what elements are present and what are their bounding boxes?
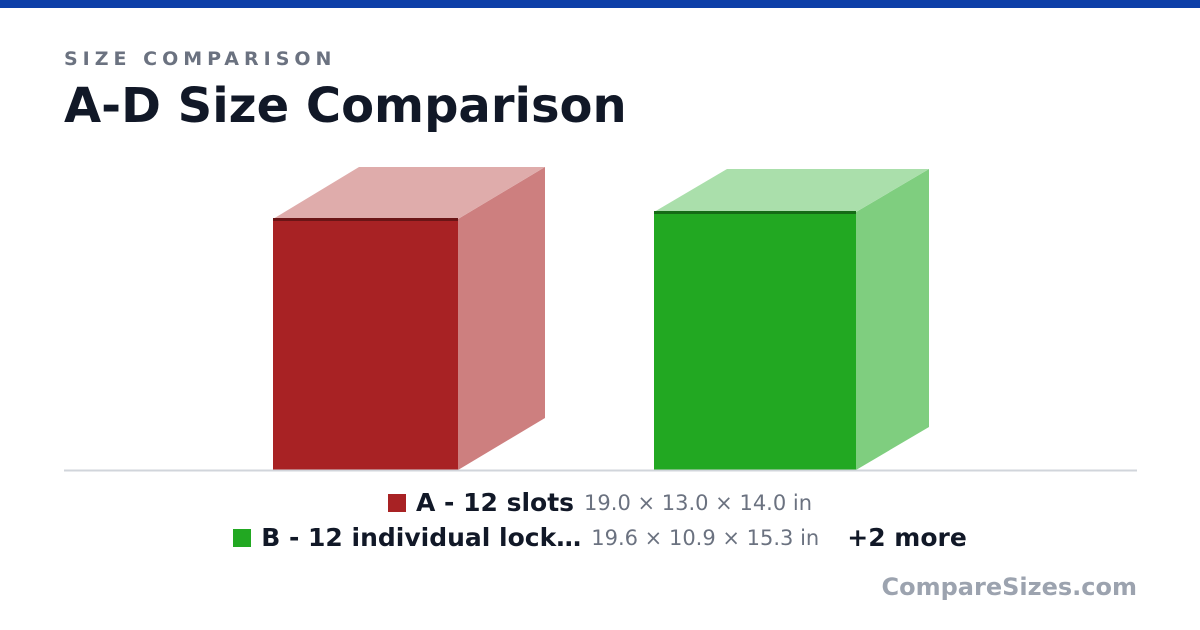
box-top <box>273 167 545 219</box>
box-edge <box>654 211 856 214</box>
legend-swatch <box>233 528 252 547</box>
box-b <box>654 169 929 470</box>
more-count: +2 more <box>847 523 967 552</box>
box-side <box>458 167 545 470</box>
legend-row: A - 12 slots 19.0 × 13.0 × 14.0 in <box>0 488 1200 517</box>
box-side <box>856 169 929 470</box>
box-front <box>273 219 458 470</box>
title: A-D Size Comparison <box>64 78 627 134</box>
box-edge <box>273 218 458 221</box>
site-name: CompareSizes.com <box>881 573 1137 601</box>
legend-row: B - 12 individual lock… 19.6 × 10.9 × 15… <box>0 523 1200 552</box>
box-front <box>654 212 856 470</box>
kicker: SIZE COMPARISON <box>64 48 337 70</box>
box-a <box>273 167 545 470</box>
item-dimensions: 19.6 × 10.9 × 15.3 in <box>591 525 820 550</box>
top-bar <box>0 0 1200 8</box>
item-name: A - 12 slots <box>415 488 575 517</box>
item-dimensions: 19.0 × 13.0 × 14.0 in <box>584 490 813 515</box>
box-top <box>654 169 929 212</box>
legend-swatch <box>387 493 406 512</box>
item-name: B - 12 individual lock… <box>261 523 582 552</box>
